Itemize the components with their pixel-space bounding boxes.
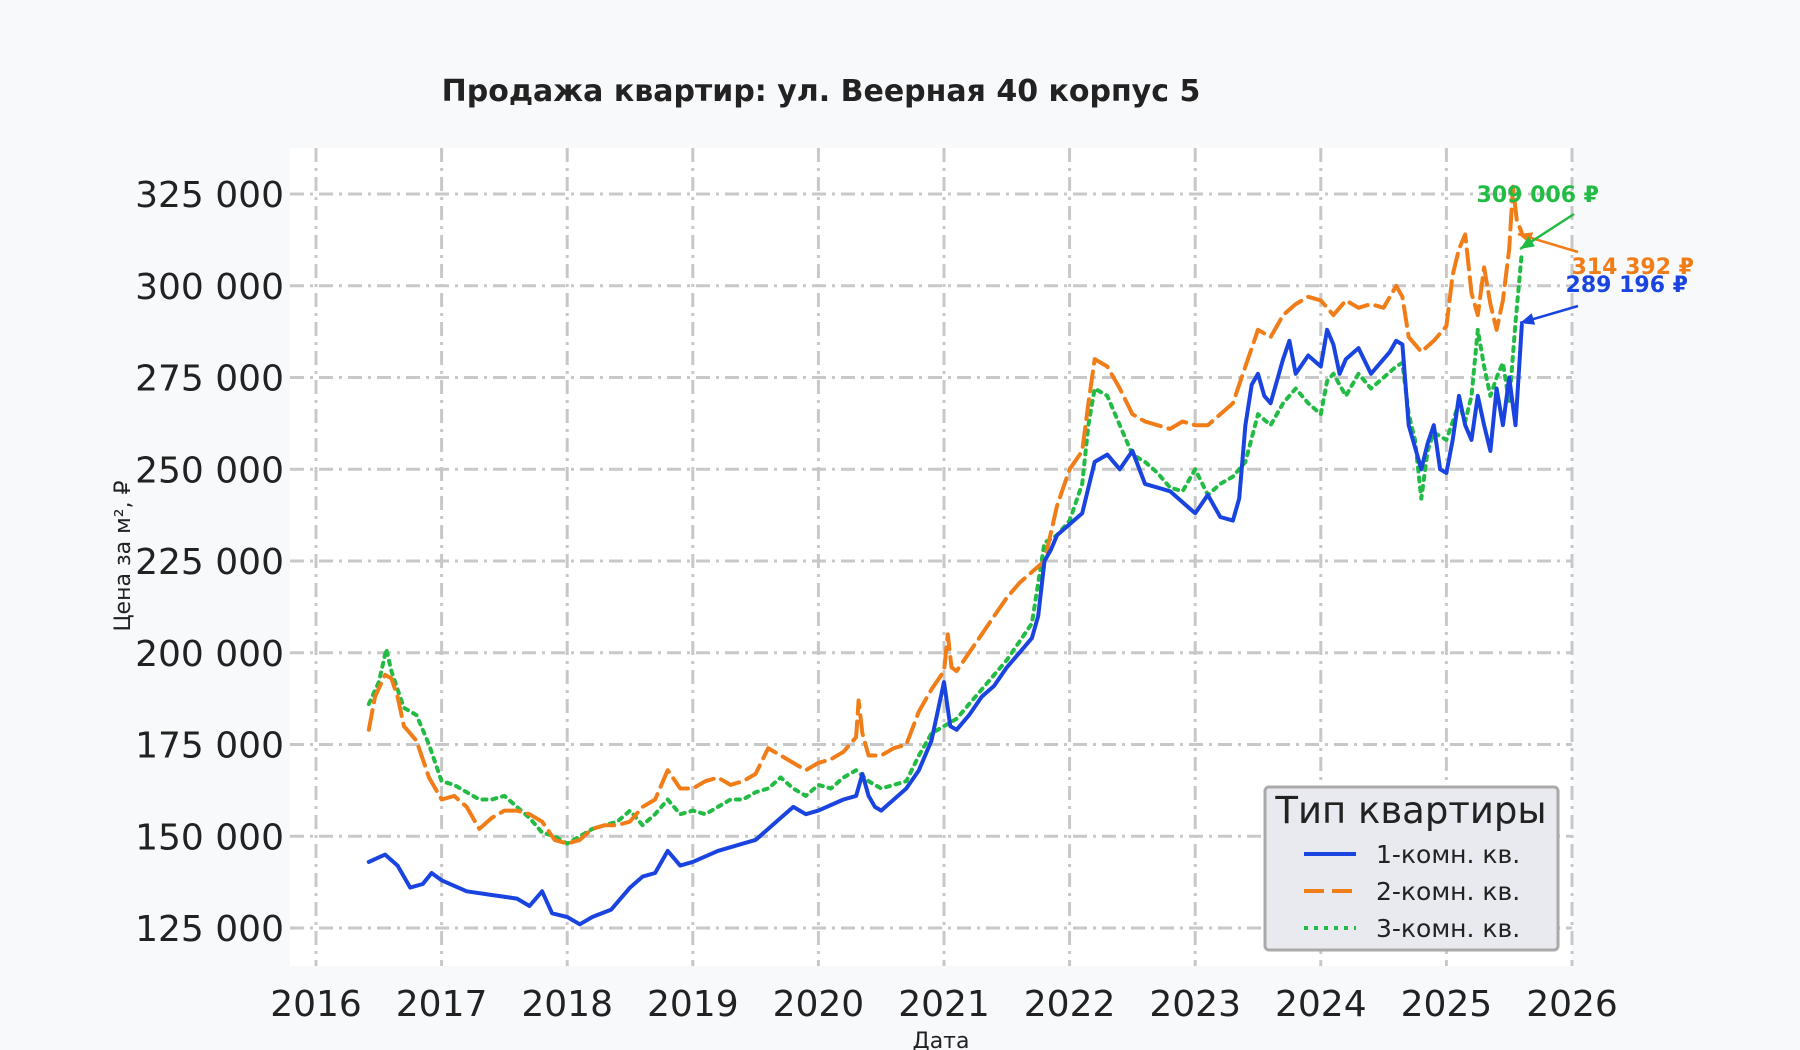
x-tick-labels: 2016 2017 2018 2019 2020 2021 2022 2023 2024 2025… bbox=[270, 984, 1618, 1025]
x-axis-label: Дата bbox=[913, 1029, 970, 1050]
x-tick-label: 2018 bbox=[521, 984, 613, 1025]
y-tick-label: 200 000 bbox=[135, 634, 284, 675]
legend: Тип квартиры 1-комн. кв. 2-комн. кв. 3-ком… bbox=[1263, 785, 1560, 952]
series-lines bbox=[366, 184, 1524, 927]
legend-title: Тип квартиры bbox=[1274, 789, 1546, 832]
y-tick-label: 175 000 bbox=[135, 726, 284, 767]
series-line-3k bbox=[366, 250, 1524, 846]
legend-label: 1-комн. кв. bbox=[1376, 840, 1520, 869]
legend-items: 1-комн. кв. 2-комн. кв. 3-комн. кв. bbox=[1304, 840, 1520, 943]
y-tick-label: 300 000 bbox=[135, 267, 284, 308]
y-tick-label: 150 000 bbox=[135, 817, 284, 858]
annotations: 289 196 ₽314 392 ₽ 309 006 ₽ bbox=[1477, 183, 1694, 325]
final-value-label: 289 196 ₽ bbox=[1566, 273, 1688, 298]
y-tick-label: 250 000 bbox=[135, 450, 284, 491]
x-tick-label: 2026 bbox=[1526, 984, 1618, 1025]
x-tick-label: 2019 bbox=[647, 984, 739, 1025]
chart-title: Продажа квартир: ул. Веерная 40 корпус 5 bbox=[442, 74, 1201, 109]
x-tick-label: 2021 bbox=[898, 984, 990, 1025]
legend-label: 2-комн. кв. bbox=[1376, 877, 1520, 906]
final-value-label: 309 006 ₽ bbox=[1477, 183, 1599, 208]
x-tick-label: 2025 bbox=[1401, 984, 1493, 1025]
x-tick-label: 2016 bbox=[270, 984, 362, 1025]
annotation-arrowhead bbox=[1520, 313, 1536, 325]
x-tick-label: 2022 bbox=[1024, 984, 1116, 1025]
legend-label: 3-комн. кв. bbox=[1376, 914, 1520, 943]
series-line-2k bbox=[366, 184, 1524, 846]
y-tick-label: 275 000 bbox=[135, 359, 284, 400]
series-line-1k bbox=[366, 323, 1524, 927]
final-value-label: 314 392 ₽ bbox=[1572, 255, 1694, 280]
y-axis-label: Цена за м², ₽ bbox=[111, 480, 136, 631]
y-tick-label: 225 000 bbox=[135, 542, 284, 583]
x-tick-label: 2020 bbox=[773, 984, 865, 1025]
y-tick-label: 325 000 bbox=[135, 175, 284, 216]
legend-box bbox=[1263, 785, 1560, 952]
annotation-arrowhead bbox=[1520, 236, 1535, 249]
y-grid bbox=[290, 192, 1572, 930]
x-tick-label: 2024 bbox=[1275, 984, 1367, 1025]
x-tick-label: 2023 bbox=[1149, 984, 1241, 1025]
y-tick-label: 125 000 bbox=[135, 909, 284, 950]
y-tick-labels: 125 000 150 000 175 000 200 000 225 000 250 0… bbox=[135, 175, 284, 950]
x-tick-label: 2017 bbox=[396, 984, 488, 1025]
